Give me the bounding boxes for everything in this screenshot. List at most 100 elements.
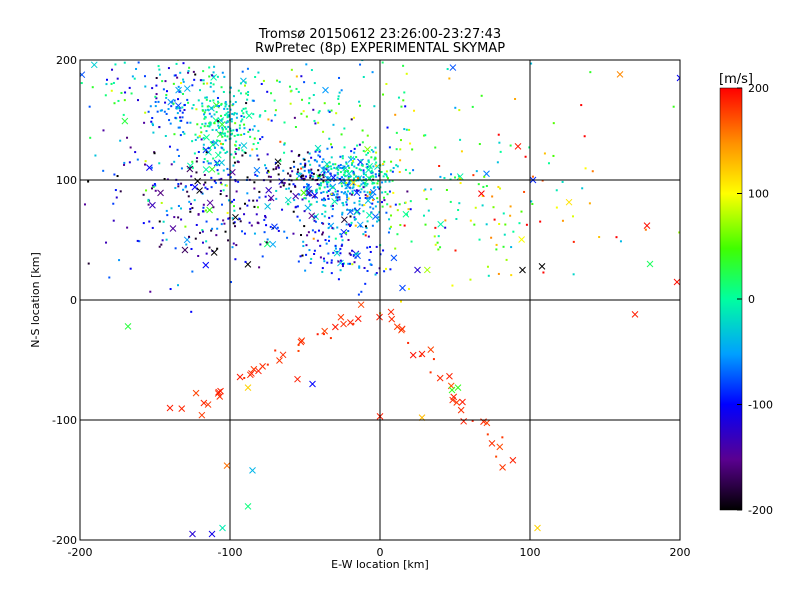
data-point: [174, 247, 177, 250]
data-point: [253, 232, 256, 235]
data-point: [502, 212, 505, 215]
data-point: [227, 173, 230, 176]
data-point: [180, 182, 183, 185]
data-point: [672, 105, 675, 108]
data-point: [177, 85, 180, 88]
data-point: [334, 247, 337, 250]
data-point: [202, 203, 205, 206]
data-point: [405, 213, 408, 216]
data-point: [561, 180, 564, 183]
data-point: [147, 110, 150, 113]
data-point: [363, 182, 366, 185]
data-point: [233, 112, 236, 115]
data-point-x: [460, 417, 468, 425]
data-point: [371, 71, 374, 74]
data-point: [322, 173, 325, 176]
data-point: [283, 143, 286, 146]
data-point: [327, 190, 330, 193]
data-point: [364, 225, 367, 228]
data-point: [131, 75, 134, 78]
data-point: [166, 178, 169, 181]
data-point: [310, 257, 313, 260]
data-point: [424, 223, 427, 226]
data-point: [364, 181, 367, 184]
data-point: [353, 151, 356, 154]
data-point: [437, 248, 440, 251]
data-point: [306, 151, 309, 154]
data-point: [150, 120, 153, 123]
data-point: [329, 178, 332, 181]
data-point: [339, 171, 342, 174]
data-point: [383, 199, 386, 202]
data-point: [205, 96, 208, 99]
data-point: [313, 216, 316, 219]
data-point: [303, 186, 306, 189]
data-point: [510, 45, 512, 47]
data-point: [385, 170, 388, 173]
data-point: [212, 71, 215, 74]
data-point: [232, 129, 235, 132]
data-point: [299, 162, 302, 165]
data-point: [213, 113, 216, 116]
data-point: [313, 119, 316, 122]
data-point: [322, 199, 325, 202]
data-point: [388, 190, 391, 193]
data-point: [158, 220, 161, 223]
data-point: [187, 101, 190, 104]
data-point: [372, 175, 375, 178]
data-point: [478, 143, 481, 146]
data-point: [203, 157, 206, 160]
data-point: [365, 153, 368, 156]
data-point: [371, 182, 374, 185]
data-point: [403, 91, 406, 94]
data-point-x: [192, 389, 200, 397]
data-point: [337, 97, 340, 100]
data-point: [300, 167, 303, 170]
data-point: [143, 28, 145, 30]
data-point: [261, 255, 264, 258]
data-point: [336, 190, 339, 193]
data-point-x: [333, 249, 341, 257]
data-point: [358, 185, 361, 188]
data-point-x: [337, 313, 345, 321]
data-point: [458, 109, 461, 112]
data-point: [328, 110, 331, 113]
data-point: [224, 101, 227, 104]
data-point: [376, 182, 379, 185]
data-point: [330, 146, 333, 149]
data-point-x: [414, 266, 421, 274]
data-point: [187, 70, 190, 73]
x-axis-ticks: -200 -100 0 100 200: [68, 546, 691, 559]
data-point: [386, 126, 389, 129]
data-point: [186, 190, 189, 193]
data-point: [358, 203, 361, 206]
data-point: [152, 131, 155, 134]
data-point: [181, 116, 184, 119]
data-point: [298, 219, 301, 222]
data-point: [243, 84, 246, 87]
data-point: [234, 152, 237, 155]
data-point: [350, 150, 353, 153]
data-point: [528, 146, 531, 149]
data-point: [369, 263, 372, 266]
data-point: [344, 184, 347, 187]
data-point: [320, 178, 323, 181]
data-point: [383, 270, 386, 273]
data-point: [346, 198, 349, 201]
x-tick-label: -200: [68, 546, 93, 559]
data-point-x: [314, 144, 322, 152]
data-point: [183, 104, 186, 107]
data-point: [188, 66, 191, 69]
data-point: [216, 118, 219, 121]
data-point: [203, 117, 206, 120]
colorbar-tick-label: -200: [748, 504, 773, 517]
data-point: [362, 169, 365, 172]
data-point: [221, 143, 224, 146]
data-point-x: [365, 166, 372, 174]
data-point-x: [183, 236, 191, 244]
data-point: [493, 218, 496, 221]
data-point: [512, 230, 515, 233]
data-point: [172, 82, 175, 85]
data-point: [122, 113, 125, 116]
data-point: [314, 122, 317, 125]
